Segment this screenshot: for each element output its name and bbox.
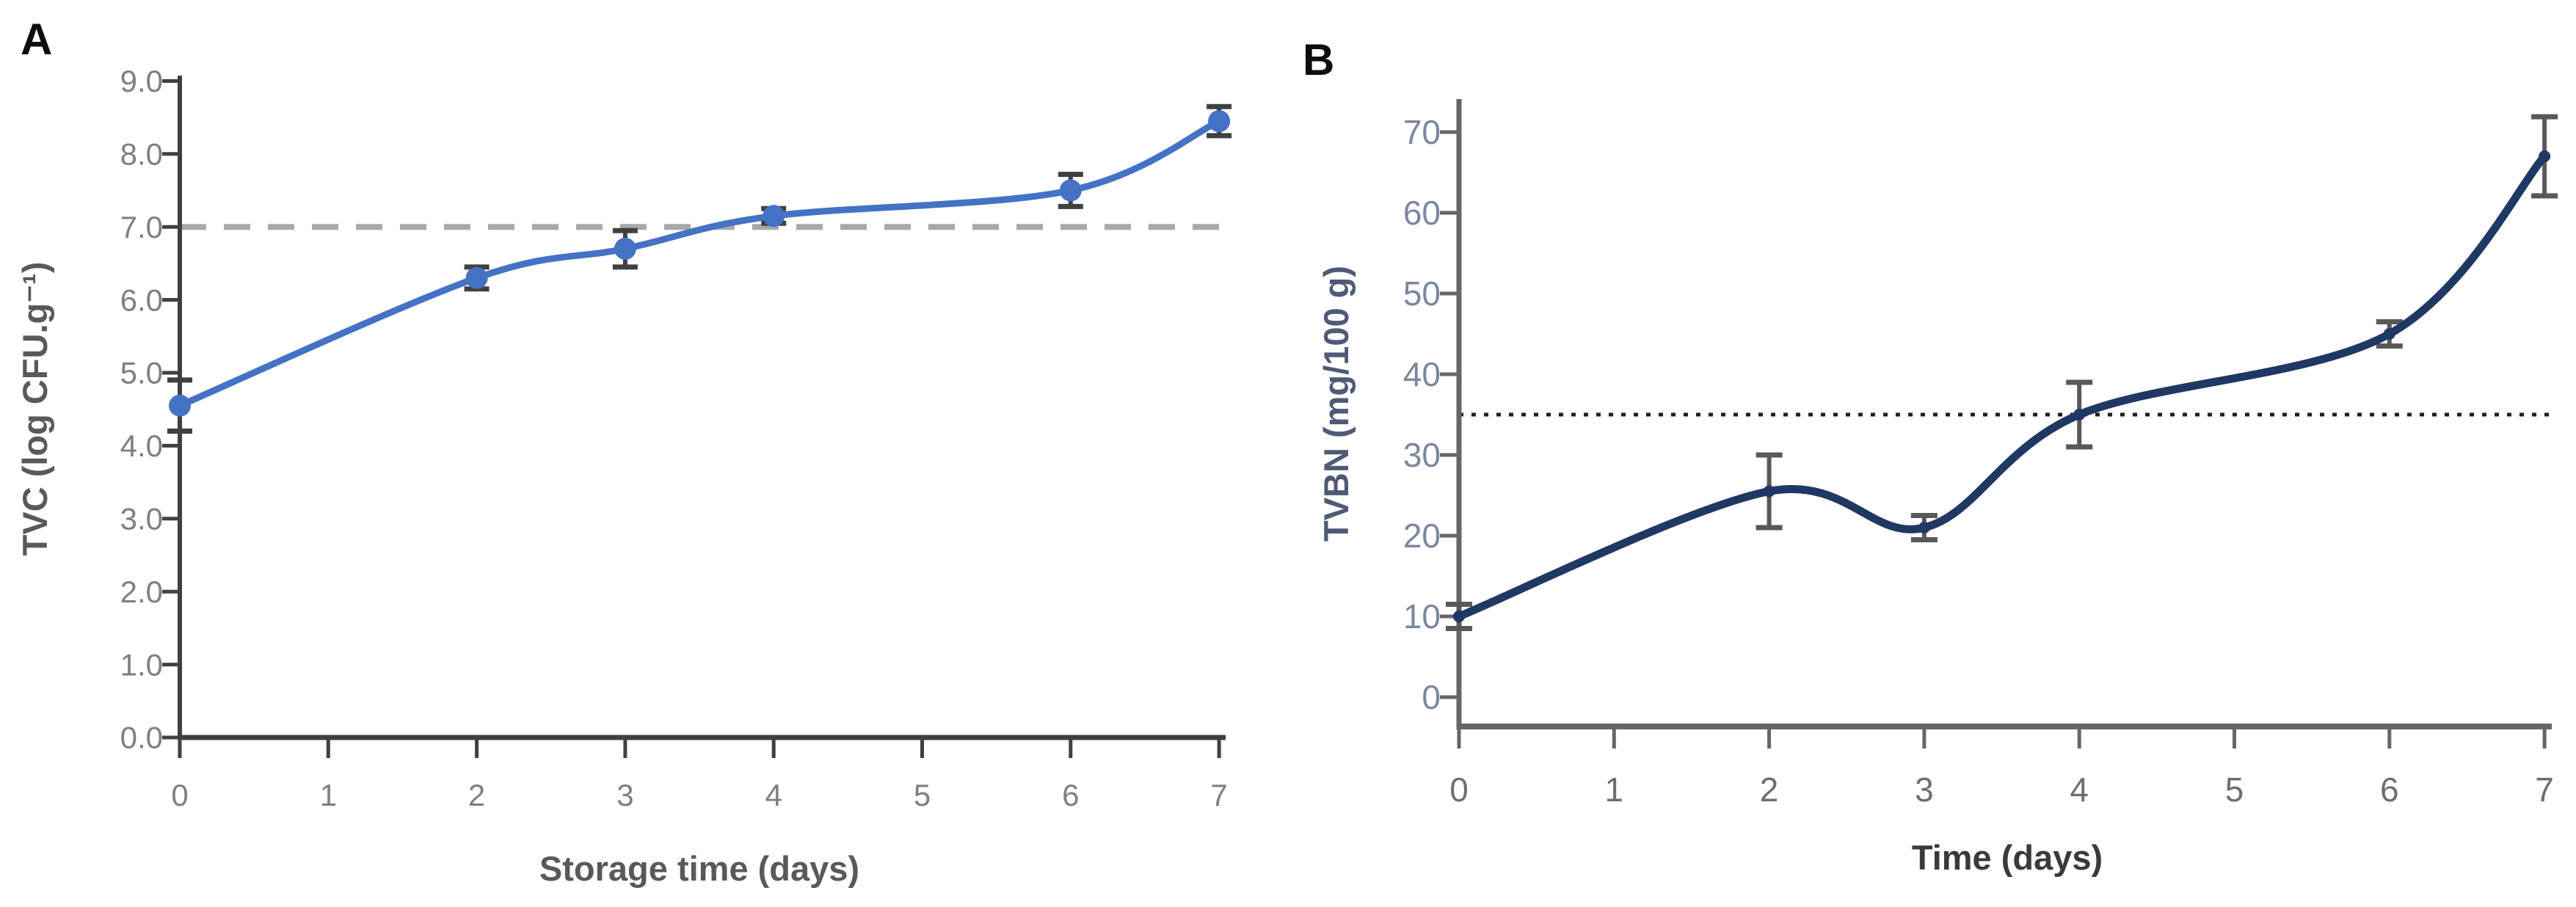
x-tick-label: 4	[2070, 771, 2089, 809]
chart-panel-b: B TVBN (mg/100 g) 0 10 20 30 40 50 60 70 0 1 2 3 4 5 6…	[1303, 35, 2558, 877]
plot-area-a: 0.0 1.0 2.0 3.0 4.0 5.0 6.0 7.0 8.0 9.0 0 1 2 3 4 5 6 7	[120, 64, 1232, 812]
y-tick-label: 10	[1403, 597, 1441, 635]
data-point	[1918, 522, 1930, 533]
y-tick-label: 3.0	[120, 502, 163, 536]
data-point	[465, 266, 488, 289]
data-point	[1059, 179, 1082, 202]
y-tick-label: 30	[1403, 436, 1441, 474]
x-axis-title-a: Storage time (days)	[539, 849, 859, 888]
series-line	[1455, 152, 2549, 621]
x-tick-label: 1	[1605, 771, 1624, 809]
x-tick-label: 5	[914, 778, 931, 812]
x-tick-label: 4	[765, 778, 782, 812]
x-tick-label: 6	[2380, 771, 2399, 809]
data-point	[763, 205, 785, 227]
y-tick-label: 1.0	[120, 647, 163, 682]
data-point	[614, 238, 636, 260]
panel-label-a: A	[21, 15, 52, 64]
x-tick-label: 7	[2535, 771, 2554, 809]
y-tick-label: 70	[1403, 113, 1441, 151]
series-line	[176, 117, 1223, 409]
y-tick-label: 4.0	[120, 429, 163, 463]
x-tick-label: 5	[2225, 771, 2244, 809]
data-point	[2383, 328, 2395, 340]
x-tick-label: 6	[1062, 778, 1079, 812]
x-tick-label: 0	[171, 778, 188, 812]
y-tick-label: 8.0	[120, 137, 163, 172]
y-tick-label: 5.0	[120, 356, 163, 390]
y-tick-label: 40	[1403, 355, 1441, 393]
chart-panel-a: A TVC (log CFU.g⁻¹) 0.0 1.0 2.0 3.0 4.0 5.0 6.…	[15, 15, 1232, 888]
y-tick-label: 50	[1403, 274, 1441, 313]
data-point	[1208, 110, 1231, 133]
y-axis-title-b: TVBN (mg/100 g)	[1317, 266, 1356, 542]
x-tick-label: 7	[1210, 778, 1227, 812]
y-tick-label: 0.0	[120, 721, 163, 755]
data-point	[2073, 409, 2086, 420]
y-tick-label: 0	[1422, 678, 1441, 716]
y-axis-title-a: TVC (log CFU.g⁻¹)	[15, 262, 54, 556]
y-tick-label: 7.0	[120, 210, 163, 244]
x-tick-label: 0	[1449, 771, 1469, 809]
panel-label-b: B	[1303, 35, 1334, 84]
data-point	[2539, 150, 2551, 162]
x-tick-label: 3	[616, 778, 633, 812]
data-point	[169, 394, 191, 417]
y-tick-label: 60	[1403, 194, 1441, 232]
data-point	[1453, 611, 1465, 622]
x-axis-title-b: Time (days)	[1912, 838, 2103, 877]
x-tick-label: 1	[320, 778, 337, 812]
y-tick-label: 6.0	[120, 283, 163, 317]
plot-area-b: 0 10 20 30 40 50 60 70 0 1 2 3 4 5 6 7	[1403, 99, 2558, 809]
y-tick-label: 20	[1403, 517, 1441, 555]
data-point	[1763, 485, 1775, 498]
x-tick-label: 2	[1760, 771, 1779, 809]
y-tick-label: 9.0	[120, 64, 163, 98]
x-tick-label: 3	[1915, 771, 1934, 809]
y-tick-label: 2.0	[120, 575, 163, 609]
x-tick-label: 2	[468, 778, 485, 812]
